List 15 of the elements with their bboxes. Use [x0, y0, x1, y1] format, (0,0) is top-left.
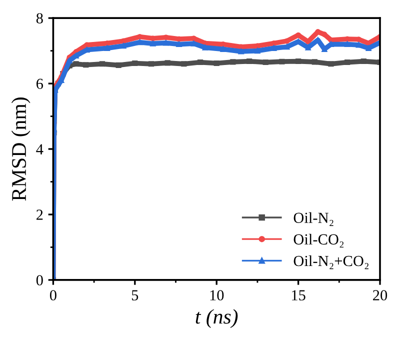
x-axis-title: t (ns) [196, 309, 238, 328]
legend-label: Oil-CO₂ [294, 234, 344, 248]
legend-label: Oil-N₂ [294, 212, 334, 226]
y-tick-label: 8 [36, 13, 43, 24]
legend-label: Oil-N₂+CO₂ [294, 255, 368, 270]
y-axis-title: RMSD (nm) [11, 98, 30, 201]
x-tick-label: 0 [50, 290, 56, 300]
y-tick-label: 2 [36, 210, 43, 220]
y-tick-label: 6 [36, 78, 44, 89]
x-tick-label: 10 [210, 290, 224, 300]
y-tick-label: 4 [36, 144, 44, 154]
x-tick-label: 20 [373, 290, 388, 300]
x-tick-label: 15 [292, 290, 306, 300]
y-tick-label: 0 [36, 275, 43, 286]
x-tick-label: 5 [132, 290, 138, 300]
